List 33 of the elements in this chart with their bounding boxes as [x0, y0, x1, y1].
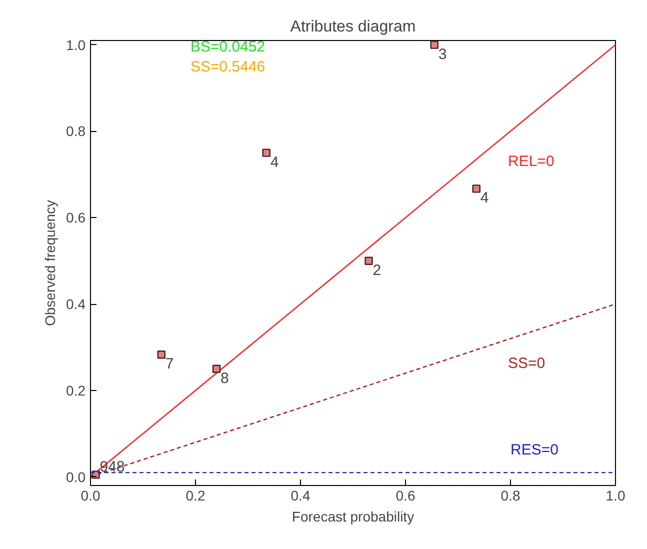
x-tick-label: 0.0: [80, 488, 100, 504]
point: [92, 470, 100, 479]
x-tick-label: 0.2: [186, 488, 206, 504]
x-tick-label: 0.4: [290, 488, 310, 504]
point: [364, 256, 373, 265]
ref-line-label: RES=0: [510, 442, 558, 459]
annotation: 4: [480, 190, 489, 207]
annotation: 8: [220, 370, 229, 387]
y-tick-label: 0.2: [66, 382, 86, 398]
x-tick-label: 1.0: [606, 488, 626, 504]
annotation: 7: [165, 356, 174, 373]
y-tick-label: 1.0: [66, 36, 86, 53]
point: [157, 350, 166, 359]
x-tick-label: 0.6: [396, 488, 416, 504]
y-tick-label: 0.8: [66, 123, 86, 140]
y-tick-label: 0.0: [66, 468, 86, 485]
y-tick-label: 0.6: [66, 210, 86, 226]
annotation: 4: [270, 154, 279, 171]
point: [472, 184, 480, 193]
y-axis-title: Observed frequency: [42, 200, 58, 326]
point: [212, 364, 221, 373]
series-label: SS=0: [508, 355, 546, 372]
x-tick-label: 0.8: [500, 488, 520, 504]
annotation: SS=0.5446: [190, 58, 266, 76]
series-label: REL=0: [508, 152, 554, 170]
point: [262, 148, 270, 157]
chart-title: Atributes diagram: [290, 18, 416, 36]
annotation: BS=0.0452: [190, 38, 266, 56]
annotation: 3: [438, 46, 447, 63]
y-tick-label: 0.4: [66, 296, 86, 312]
annotation: 2: [372, 262, 382, 279]
point: [430, 40, 438, 49]
x-axis-title: Forecast probability: [292, 508, 414, 524]
